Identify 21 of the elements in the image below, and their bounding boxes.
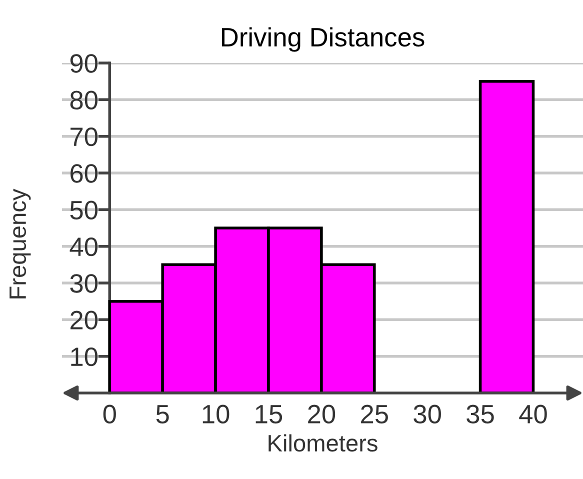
x-tick-label: 25 [361, 404, 388, 424]
x-tick-label: 5 [156, 405, 169, 424]
y-tick-label: 20 [70, 310, 98, 330]
x-tick-label: 0 [103, 404, 116, 424]
x-tick-label: 15 [256, 405, 282, 424]
x-tick-label: 35 [466, 404, 494, 424]
y-tick-label: 50 [70, 200, 98, 220]
y-tick-label: 30 [70, 274, 98, 293]
y-tick-label: 80 [70, 90, 98, 110]
y-axis-title: Frequency [10, 188, 31, 298]
x-tick-label: 20 [308, 404, 336, 424]
y-tick-label: 70 [70, 127, 98, 146]
y-tick-label: 90 [70, 54, 98, 73]
x-tick-label: 40 [519, 404, 547, 424]
y-tick-label: 40 [70, 237, 98, 256]
x-tick-label: 10 [202, 404, 230, 424]
y-tick-label: 60 [70, 164, 98, 183]
x-tick-label: 30 [414, 404, 441, 424]
x-axis-title: Kilometers [268, 434, 378, 452]
chart-title: Driving Distances [222, 27, 424, 52]
y-tick-label: 10 [71, 347, 98, 366]
